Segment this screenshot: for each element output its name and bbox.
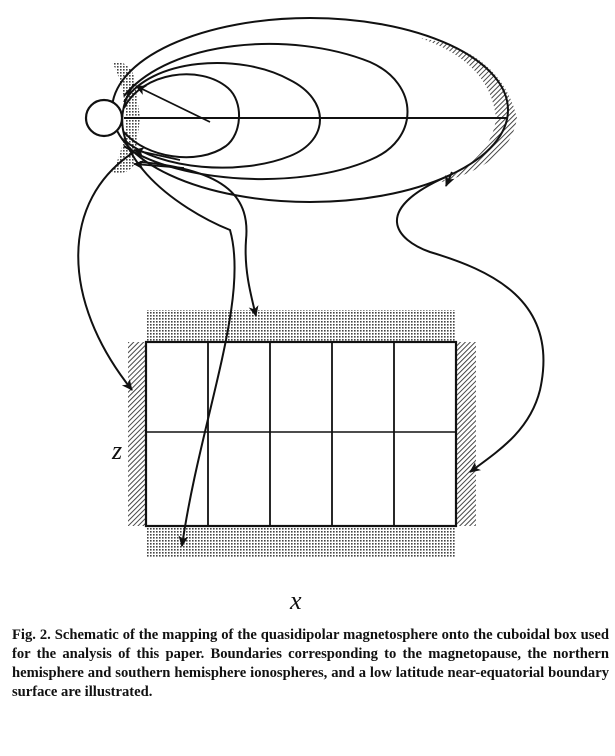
field-line-inner	[123, 73, 241, 159]
mapping-curve-ionosphere-to-left	[77, 151, 135, 391]
cuboidal-box-grid	[144, 340, 458, 528]
earth-circle	[84, 98, 124, 138]
box-top-boundary-shading	[146, 310, 456, 342]
arrow-southern-ionosphere	[133, 147, 181, 161]
box-right-boundary-shading	[456, 342, 476, 526]
mapping-curve-ionosphere-to-bottom	[121, 83, 236, 547]
mapping-curve-magnetopause-to-right	[396, 175, 545, 473]
magnetosphere-mapping-diagram	[77, 17, 545, 558]
field-line-middle	[123, 61, 321, 169]
z-axis-label: z	[112, 436, 123, 465]
mapping-curve-equatorial-to-top	[139, 161, 259, 317]
magnetopause-shading	[420, 38, 517, 183]
box-left-boundary-shading	[128, 342, 146, 526]
arrow-northern-ionosphere	[135, 85, 211, 123]
x-axis-label: x	[290, 586, 302, 615]
box-bottom-boundary-shading	[146, 526, 456, 558]
mapping-curve-box-to-magnetopause	[445, 171, 455, 187]
field-line-outermost	[123, 42, 409, 181]
figure-caption: Fig. 2. Schematic of the mapping of the …	[12, 627, 609, 700]
